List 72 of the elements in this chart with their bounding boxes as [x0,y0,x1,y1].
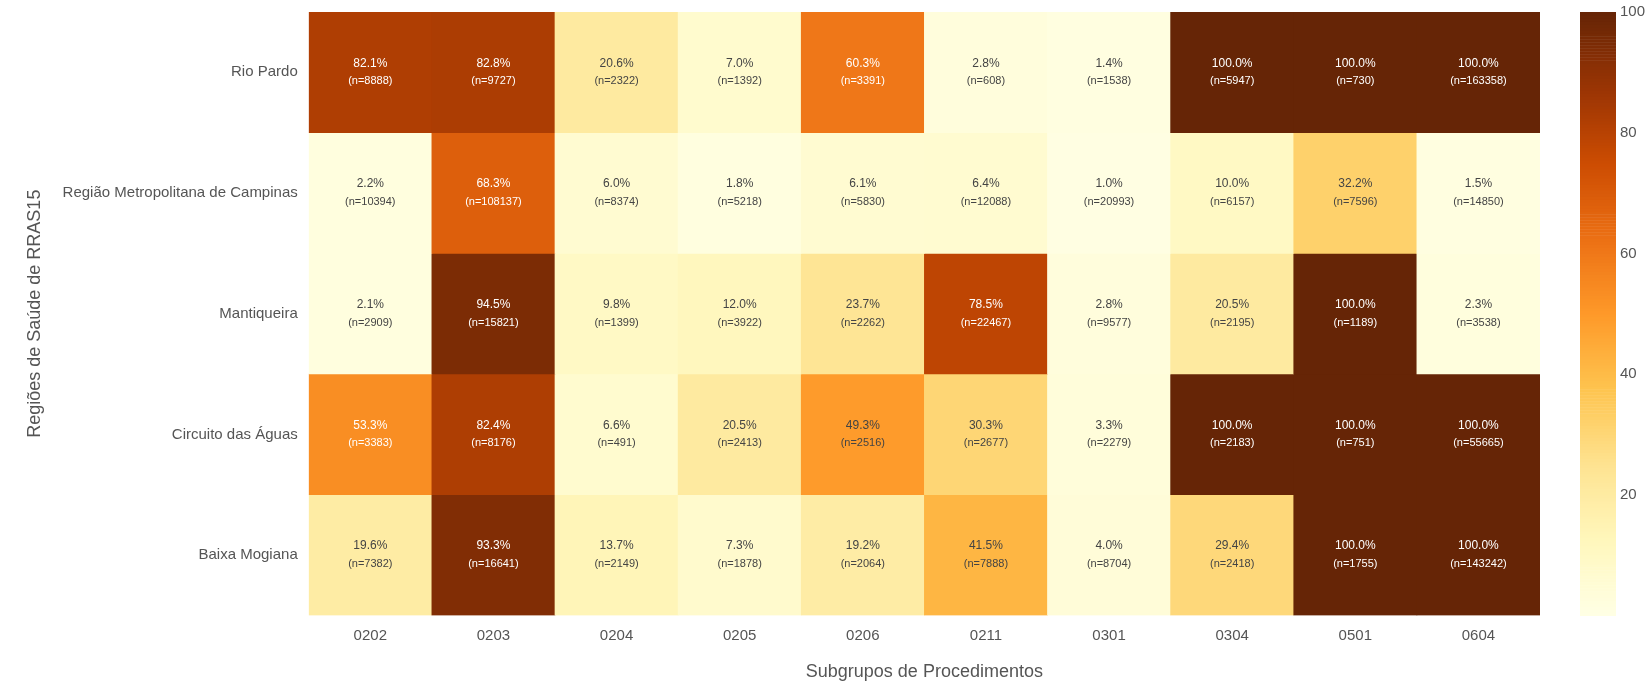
data-label: 2.3% (n=3538) [1456,297,1501,328]
data-label: 82.4% (n=8176) [471,417,516,449]
x-tick-label: 0203 [476,625,511,643]
data-label: 20.6% (n=2322) [594,55,639,87]
data-label: 78.5% (n=22467) [960,297,1012,328]
x-tick-label: 0206 [846,625,880,643]
y-tick-label: Região Metropolitana de Campinas [62,183,298,201]
data-label: 60.3% (n=3391) [840,55,885,87]
color-bar-label: 60 [1620,243,1637,261]
data-label: 7.3% (n=1878) [717,538,762,570]
y-tick-label: Mantiqueira [219,303,299,321]
data-label: 1.4% (n=1538) [1086,55,1132,87]
data-label: 7.0% (n=1392) [717,55,762,87]
x-tick-label: 0204 [599,625,634,643]
color-bar-label: 40 [1620,364,1637,382]
data-label: 1.0% (n=20993) [1083,176,1135,208]
data-label: 19.6% (n=7382) [348,538,393,570]
data-label: 49.3% (n=2516) [840,417,885,449]
data-label: 1.8% (n=5218) [717,176,762,208]
data-label: 2.2% (n=10394) [345,176,396,208]
data-label: 1.5% (n=14850) [1453,176,1504,208]
data-label: 82.1% (n=8888) [348,55,393,87]
data-label: 6.4% (n=12088) [960,176,1012,208]
data-label: 6.0% (n=8374) [594,176,639,208]
data-label: 29.4% (n=2418) [1210,538,1255,570]
data-label: 100.0% (n=2183) [1210,417,1255,449]
data-label: 6.1% (n=5830) [840,176,885,208]
data-label: 100.0% (n=55665) [1453,417,1504,449]
y-tick-label: Circuito das Águas [171,424,298,442]
data-label: 20.5% (n=2195) [1210,297,1255,328]
data-label: 23.7% (n=2262) [840,297,885,328]
data-label: 94.5% (n=15821) [468,297,519,328]
y-tick-label: Rio Pardo [231,62,298,80]
x-tick-label: 0604 [1461,625,1496,643]
data-label: 100.0% (n=1755) [1333,538,1378,570]
data-label: 41.5% (n=7888) [963,538,1009,570]
color-bar-label: 20 [1620,484,1637,502]
data-label: 4.0% (n=8704) [1086,538,1132,570]
data-label: 100.0% (n=1189) [1333,297,1378,328]
data-label: 2.8% (n=9577) [1086,297,1132,328]
data-label: 30.3% (n=2677) [963,417,1009,449]
data-label: 2.8% (n=608) [966,55,1006,87]
data-label: 82.8% (n=9727) [471,55,516,87]
data-label: 100.0% (n=751) [1334,417,1376,449]
x-tick-label: 0304 [1215,625,1249,643]
x-tick-label: 0501 [1338,625,1372,643]
data-label: 3.3% (n=2279) [1086,417,1132,449]
data-label: 100.0% (n=163358) [1450,55,1507,87]
data-label: 20.5% (n=2413) [717,417,762,449]
data-label: 32.2% (n=7596) [1333,176,1378,208]
data-label: 13.7% (n=2149) [594,538,639,570]
data-label: 100.0% (n=143242) [1450,538,1507,570]
x-axis-title: Subgrupos de Procedimentos [805,661,1043,682]
data-label: 9.8% (n=1399) [594,297,639,328]
y-axis-title: Regiões de Saúde de RRAS15 [23,189,44,438]
data-label: 68.3% (n=108137) [465,176,522,208]
data-label: 10.0% (n=6157) [1210,176,1255,208]
x-tick-label: 0211 [969,625,1003,643]
x-tick-label: 0202 [353,625,387,643]
data-label: 100.0% (n=5947) [1210,55,1255,87]
color-bar-label: 80 [1620,122,1637,140]
data-label: 53.3% (n=3383) [348,417,393,449]
data-label: 6.6% (n=491) [597,417,636,449]
data-label: 2.1% (n=2909) [348,297,393,328]
y-tick-label: Baixa Mogiana [198,545,299,563]
data-label: 12.0% (n=3922) [717,297,762,328]
data-label: 100.0% (n=730) [1334,55,1376,87]
x-tick-label: 0301 [1092,625,1126,643]
color-bar-label: 100 [1620,2,1646,20]
x-tick-label: 0205 [722,625,757,643]
data-label: 93.3% (n=16641) [468,538,519,570]
data-label: 19.2% (n=2064) [840,538,885,570]
